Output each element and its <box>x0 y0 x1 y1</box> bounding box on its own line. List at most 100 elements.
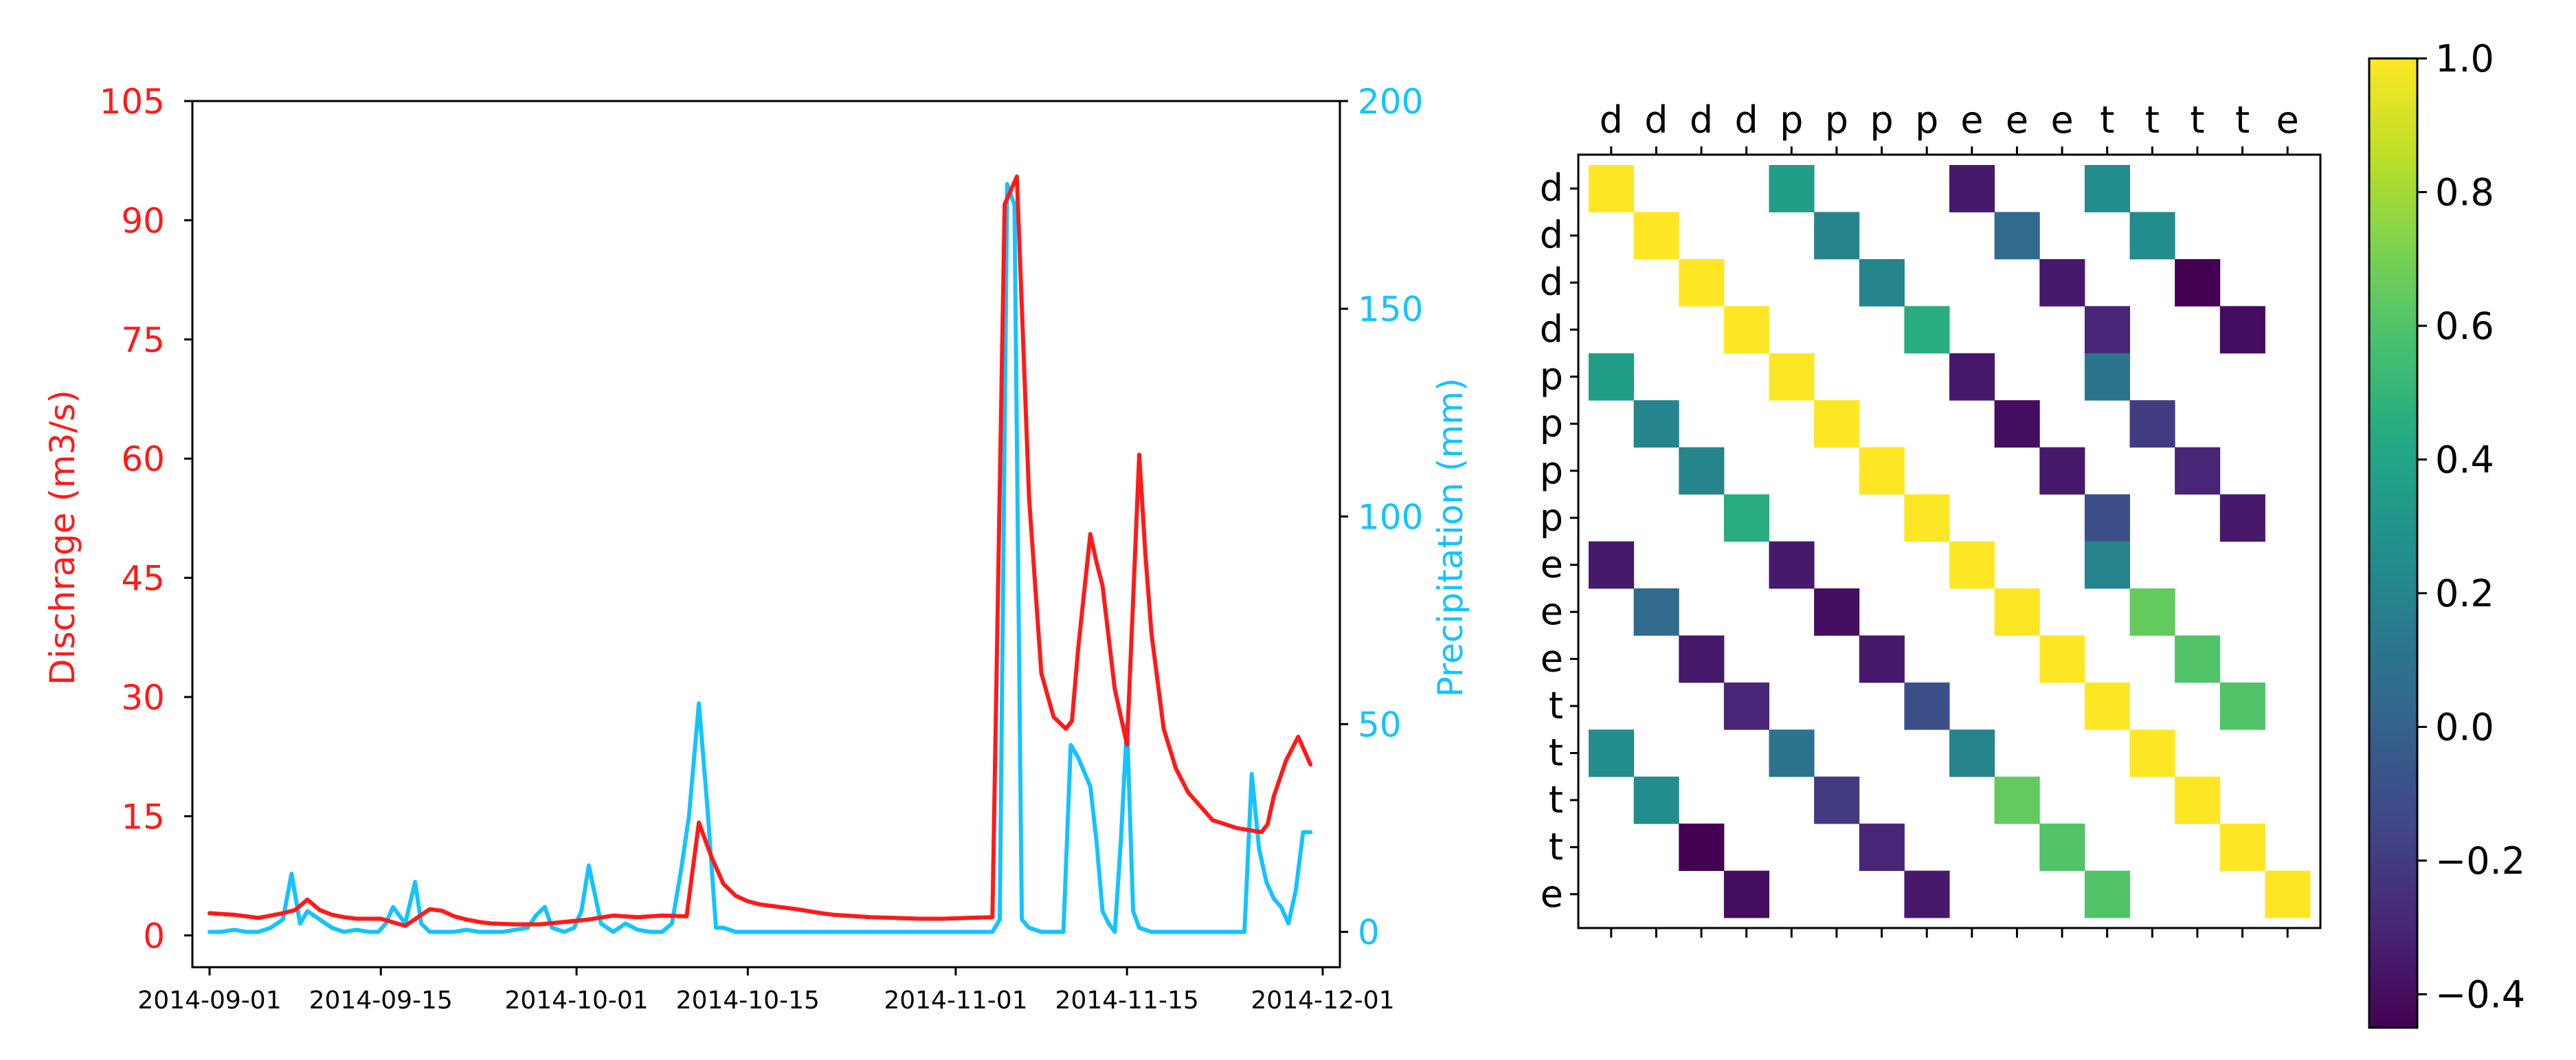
heatmap-row-label: t <box>1549 684 1563 727</box>
heatmap-cell <box>2084 541 2130 589</box>
heatmap-column-label: e <box>1960 98 1983 142</box>
heatmap-cell <box>1589 729 1635 777</box>
x-axis-tick-label: 2014-10-01 <box>504 986 648 1015</box>
heatmap-cell <box>2084 165 2130 212</box>
heatmap-cell <box>2129 588 2175 636</box>
heatmap-row-label: e <box>1541 637 1563 681</box>
heatmap-cell <box>2039 447 2085 495</box>
heatmap-cell <box>1994 400 2040 448</box>
x-axis-tick-label: 2014-12-01 <box>1251 986 1394 1015</box>
heatmap-cell <box>1723 494 1769 542</box>
heatmap-cell <box>1589 541 1635 589</box>
heatmap-cell <box>1949 353 1995 401</box>
colorbar-tick-label: 0.0 <box>2435 705 2494 749</box>
heatmap-row-label: d <box>1540 166 1563 210</box>
heatmap-cell <box>1679 635 1725 683</box>
heatmap-cell <box>2129 212 2175 260</box>
line-chart-plot-frame <box>191 100 1341 969</box>
heatmap-cell <box>1814 776 1860 824</box>
heatmap-column-label: d <box>1600 98 1623 142</box>
right-axis-tick-label: 150 <box>1358 289 1423 329</box>
heatmap-column-label: p <box>1870 98 1893 142</box>
heatmap-cell <box>1814 212 1860 260</box>
heatmap-cell <box>2219 494 2265 542</box>
heatmap-cell <box>2175 635 2221 683</box>
left-axis-tick-label: 45 <box>121 559 165 599</box>
left-axis-tick-label: 15 <box>121 797 165 837</box>
heatmap-column-label: p <box>1915 98 1938 142</box>
left-axis-tick-label: 0 <box>143 916 165 956</box>
left-axis-tick-label: 75 <box>121 320 165 360</box>
heatmap-column-label: e <box>2276 98 2299 142</box>
heatmap-frame <box>1577 153 2322 929</box>
colorbar-tick-label: −0.2 <box>2435 839 2525 883</box>
heatmap-cell <box>1633 212 1679 260</box>
heatmap-cell <box>1769 541 1815 589</box>
heatmap-cell <box>1633 776 1679 824</box>
heatmap-cell <box>2219 682 2265 730</box>
heatmap-column-label: d <box>1735 98 1758 142</box>
right-axis-ticks: 0 50 100 150 200 <box>1340 82 1423 953</box>
heatmap-column-label: e <box>2050 98 2073 142</box>
colorbar: 1.0 0.8 0.6 0.4 0.2 0.0 −0.2 −0.4 <box>2368 37 2525 1029</box>
heatmap-cells <box>1589 165 2311 918</box>
heatmap-row-label: e <box>1541 590 1563 633</box>
heatmap-cell <box>1859 447 1905 495</box>
colorbar-tick-label: 0.2 <box>2435 572 2494 615</box>
right-axis-tick-label: 50 <box>1358 705 1402 744</box>
heatmap-cell <box>1994 212 2040 260</box>
heatmap-cell <box>1633 588 1679 636</box>
heatmap-cell <box>1859 258 1905 307</box>
heatmap-cell <box>1994 588 2040 636</box>
heatmap-cell <box>1589 353 1635 401</box>
heatmap-cell <box>1904 494 1950 542</box>
heatmap-row-label: d <box>1540 261 1563 304</box>
heatmap-cell <box>1769 729 1815 777</box>
heatmap-cell <box>1949 541 1995 589</box>
heatmap-cell <box>2084 682 2130 730</box>
left-axis-label: Dischrage (m3/s) <box>43 390 82 685</box>
heatmap-cell <box>1769 353 1815 401</box>
heatmap-cell <box>2039 824 2085 871</box>
heatmap-cell <box>1949 165 1995 212</box>
right-axis-label: Precipitation (mm) <box>1431 378 1470 698</box>
heatmap-cell <box>1723 870 1769 918</box>
left-axis-ticks: 0 15 30 45 60 75 90 105 <box>100 82 192 956</box>
line-chart: 0 15 30 45 60 75 90 105 0 50 100 150 200 2014-09-01… <box>43 82 1470 1015</box>
heatmap-column-label: d <box>1644 98 1668 142</box>
colorbar-gradient <box>2368 57 2419 1029</box>
x-axis-tick-label: 2014-10-15 <box>676 986 820 1015</box>
heatmap-row-label: p <box>1540 401 1563 445</box>
heatmap-cell <box>2129 729 2175 777</box>
heatmap-cell <box>1769 165 1815 212</box>
left-axis-tick-label: 90 <box>121 201 165 241</box>
colorbar-tick-label: 0.8 <box>2435 170 2494 214</box>
heatmap-cell <box>1859 824 1905 871</box>
right-axis-tick-label: 200 <box>1358 82 1423 122</box>
heatmap-row-label: t <box>1549 731 1563 774</box>
x-axis-ticks: 2014-09-01 2014-09-15 2014-10-01 2014-10-15… <box>137 967 1395 1015</box>
heatmap-cell <box>1814 400 1860 448</box>
heatmap-cell <box>2265 870 2311 918</box>
heatmap-cell <box>1814 588 1860 636</box>
heatmap-row-label: p <box>1540 496 1563 539</box>
colorbar-tick-label: 1.0 <box>2435 37 2494 80</box>
heatmap-column-label: p <box>1825 98 1848 142</box>
x-axis-tick-label: 2014-11-01 <box>884 986 1027 1015</box>
heatmap-row-label: d <box>1540 308 1563 351</box>
heatmap-column-label: t <box>2145 98 2160 142</box>
heatmap-column-label: t <box>2190 98 2204 142</box>
heatmap-row-label: p <box>1540 355 1563 398</box>
heatmap-cell <box>2084 306 2130 354</box>
heatmap-row-label: d <box>1540 214 1563 257</box>
colorbar-tick-label: 0.4 <box>2435 438 2494 481</box>
heatmap-cell <box>2084 353 2130 401</box>
colorbar-ticks: 1.0 0.8 0.6 0.4 0.2 0.0 −0.2 −0.4 <box>2417 37 2525 1016</box>
right-axis-tick-label: 0 <box>1358 913 1380 953</box>
heatmap-row-label: t <box>1549 778 1563 821</box>
heatmap-cell <box>2084 494 2130 542</box>
